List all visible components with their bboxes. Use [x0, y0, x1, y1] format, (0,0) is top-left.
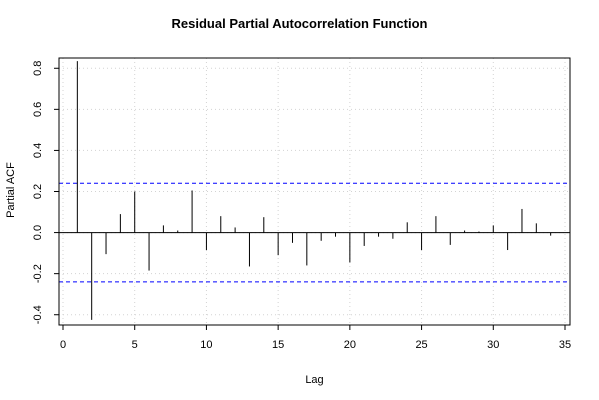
x-tick-label: 0	[60, 339, 66, 351]
x-tick-label: 30	[487, 339, 499, 351]
y-tick-label: -0.4	[32, 305, 44, 324]
ticks: 0 5 10 15 20 25 30 35 -0.4 -0.2 0.0 0.2 0.4 0.6 0.8	[32, 61, 571, 351]
y-tick-label: 0.8	[32, 61, 44, 76]
grid-layer	[59, 58, 570, 325]
confidence-bounds	[59, 182, 570, 283]
x-tick-label: 10	[200, 339, 212, 351]
chart-title: Residual Partial Autocorrelation Functio…	[172, 16, 428, 31]
y-tick-label: 0.0	[32, 225, 44, 240]
x-tick-label: 25	[415, 339, 427, 351]
y-tick-label: 0.4	[32, 143, 44, 158]
x-tick-label: 35	[559, 339, 571, 351]
x-tick-label: 15	[272, 339, 284, 351]
x-tick-label: 5	[132, 339, 138, 351]
y-axis-label: Partial ACF	[5, 162, 17, 218]
y-tick-label: 0.6	[32, 102, 44, 117]
y-tick-label: -0.2	[32, 264, 44, 283]
x-axis-label: Lag	[305, 374, 323, 386]
x-tick-label: 20	[344, 339, 356, 351]
y-tick-label: 0.2	[32, 184, 44, 199]
pacf-bars	[76, 61, 552, 320]
